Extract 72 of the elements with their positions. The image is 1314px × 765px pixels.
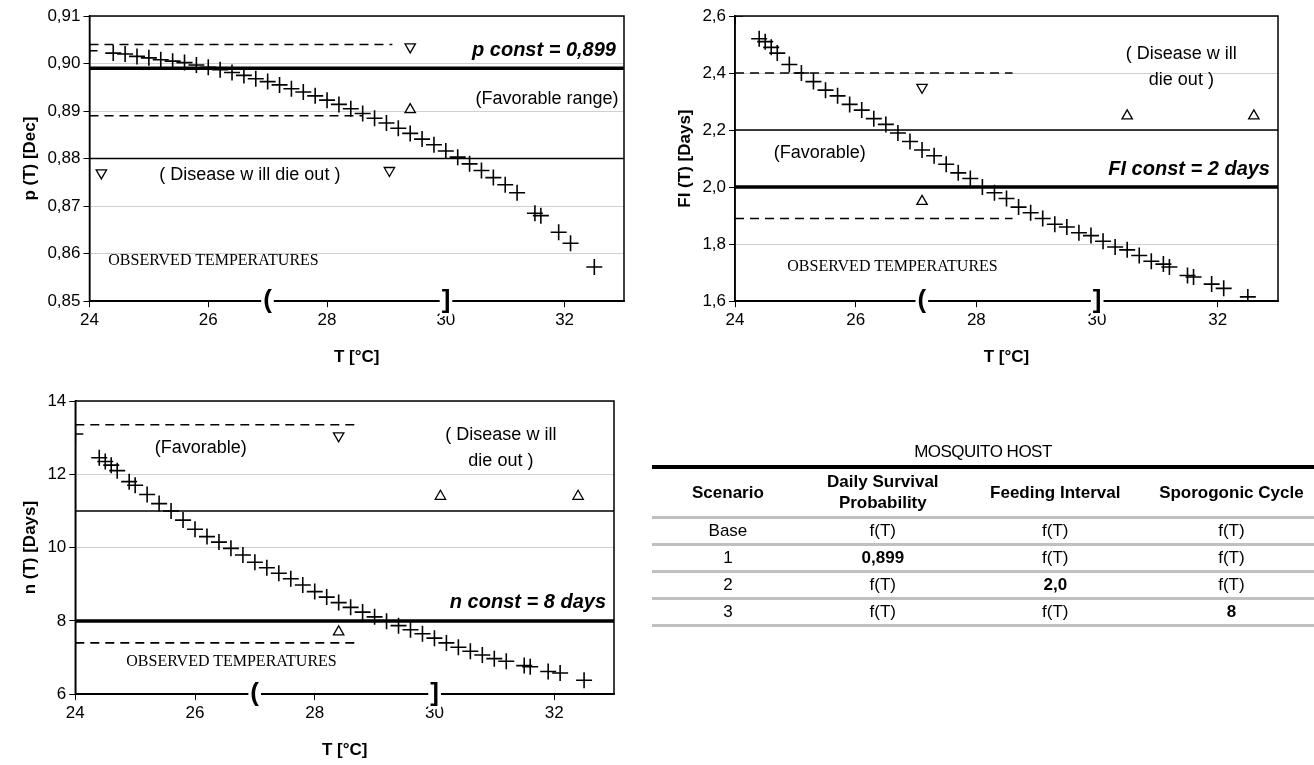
category-label: 3 xyxy=(723,601,733,621)
annotation: ( xyxy=(250,677,260,708)
text: f(T) xyxy=(1042,547,1069,567)
category-label: 1 xyxy=(723,547,733,567)
y-tick-label: 2,2 xyxy=(702,119,727,139)
text: 0,899 xyxy=(861,547,905,567)
text: f(T) xyxy=(1042,520,1069,540)
y-tick-label: 0,89 xyxy=(47,100,81,120)
annotation: OBSERVED TEMPERATURES xyxy=(787,257,998,275)
y-tick-label: 14 xyxy=(47,390,67,410)
x-tick-label: 24 xyxy=(725,310,745,330)
text: 8 xyxy=(1226,601,1237,621)
x-axis-title: T [°C] xyxy=(333,347,380,367)
text: f(T) xyxy=(869,520,897,540)
x-tick-label: 28 xyxy=(305,703,325,723)
annotation: ( Disease w ill die out ) xyxy=(159,164,341,185)
annotation: OBSERVED TEMPERATURES xyxy=(108,250,319,268)
x-tick-label: 32 xyxy=(1208,310,1228,330)
category-label: Sporogonic Cycle xyxy=(1158,481,1305,504)
x-tick-label: 28 xyxy=(317,310,337,330)
y-tick-label: 0,85 xyxy=(47,290,81,310)
y-tick-label: 2,6 xyxy=(702,5,727,25)
y-tick-label: 0,90 xyxy=(47,53,81,73)
x-axis-title: T [°C] xyxy=(321,740,368,760)
x-tick-label: 24 xyxy=(65,703,85,723)
text: 2,0 xyxy=(1043,574,1068,594)
text: Scenario xyxy=(691,481,765,504)
category-label: Daily Survival Probability xyxy=(826,471,940,515)
ref-line-label: n const = 8 days xyxy=(449,590,606,613)
y-tick-label: 6 xyxy=(56,683,67,703)
x-tick-label: 28 xyxy=(966,310,986,330)
annotation: ( xyxy=(917,284,927,315)
text: MOSQUITO HOST xyxy=(913,442,1053,463)
y-tick-label: 12 xyxy=(47,463,67,483)
y-tick-label: 8 xyxy=(56,610,67,630)
y-tick-label: 1,8 xyxy=(702,233,727,253)
y-tick-label: 1,6 xyxy=(702,290,727,310)
annotation: (Favorable range) xyxy=(475,88,619,109)
annotation: OBSERVED TEMPERATURES xyxy=(126,652,337,670)
text: f(T) xyxy=(869,574,897,594)
category-label: 2 xyxy=(723,574,733,594)
ref-line-label: FI const = 2 days xyxy=(1108,156,1270,179)
ref-line-label: p const = 0,899 xyxy=(471,37,617,60)
y-tick-label: 0,86 xyxy=(47,243,81,263)
x-tick-label: 26 xyxy=(846,310,866,330)
annotation: (Favorable) xyxy=(773,141,866,162)
y-tick-label: 0,91 xyxy=(47,5,81,25)
annotation: ( Disease w ill die out ) xyxy=(445,423,557,470)
category-label: Base xyxy=(708,520,748,540)
y-axis-title: n (T) [Days] xyxy=(19,500,39,595)
annotation: ( Disease w ill die out ) xyxy=(1125,43,1237,90)
text: f(T) xyxy=(1218,520,1245,540)
text: f(T) xyxy=(1042,601,1069,621)
y-axis-title: p (T) [Dec] xyxy=(19,116,39,201)
y-tick-label: 0,87 xyxy=(47,195,81,215)
y-tick-label: 2,4 xyxy=(702,62,727,82)
text: f(T) xyxy=(869,601,897,621)
y-tick-label: 0,88 xyxy=(47,148,81,168)
text: f(T) xyxy=(1218,574,1245,594)
y-tick-label: 10 xyxy=(47,537,67,557)
text: f(T) xyxy=(1218,547,1245,567)
y-tick-label: 2,0 xyxy=(702,176,727,196)
x-axis-title: T [°C] xyxy=(983,347,1030,367)
x-tick-label: 26 xyxy=(185,703,205,723)
annotation: ( xyxy=(263,284,273,315)
annotation: (Favorable) xyxy=(154,436,247,457)
x-tick-label: 26 xyxy=(198,310,218,330)
x-tick-label: 32 xyxy=(544,703,564,723)
x-tick-label: 24 xyxy=(80,310,99,330)
category-label: Feeding Interval xyxy=(989,481,1122,504)
y-axis-title: FI (T) [Days] xyxy=(674,109,694,208)
x-tick-label: 32 xyxy=(555,310,575,330)
